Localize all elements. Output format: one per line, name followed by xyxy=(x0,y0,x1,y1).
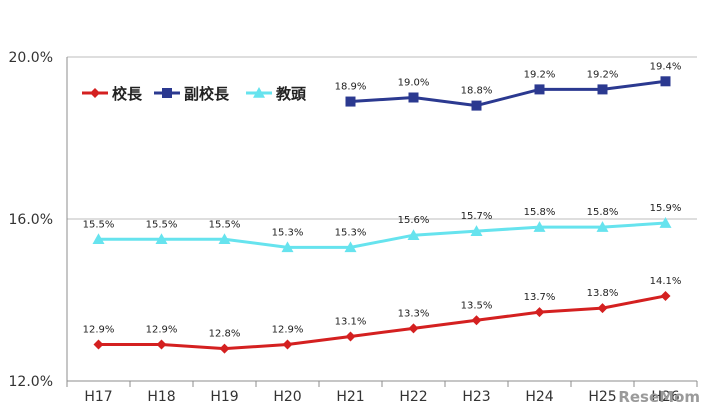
y-tick-label: 20.0% xyxy=(9,50,53,66)
data-label: 19.4% xyxy=(650,61,682,72)
legend-item-2: 教頭 xyxy=(246,85,307,103)
data-point xyxy=(659,217,672,228)
data-point xyxy=(281,241,294,253)
data-point xyxy=(660,290,671,301)
data-label: 13.8% xyxy=(587,288,619,299)
data-point xyxy=(345,331,356,342)
data-point xyxy=(533,221,546,232)
data-label: 12.9% xyxy=(83,325,115,336)
x-axis-ticks: H17 H18 H19 H20 H21 H22 H23 H24 H25 H26 xyxy=(84,389,679,405)
data-label: 15.3% xyxy=(272,227,304,238)
legend-label: 副校長 xyxy=(184,85,230,103)
watermark: ReseMom xyxy=(618,388,700,406)
data-label: 12.9% xyxy=(146,325,178,336)
data-label: 12.9% xyxy=(272,325,304,336)
data-point xyxy=(596,221,609,232)
data-point xyxy=(471,315,482,326)
data-label: 13.3% xyxy=(398,308,430,319)
legend: 校長 副校長 教頭 xyxy=(82,85,307,103)
data-label: 15.6% xyxy=(398,215,430,226)
data-label: 19.0% xyxy=(398,78,430,89)
data-point xyxy=(407,229,420,240)
legend-item-1: 副校長 xyxy=(154,85,230,103)
gridlines xyxy=(67,56,697,220)
data-point xyxy=(660,76,671,87)
series-line xyxy=(350,79,666,108)
data-label: 15.5% xyxy=(146,219,178,230)
data-point xyxy=(282,339,293,350)
axes xyxy=(66,57,698,387)
series: 12.9% 12.9% 12.8% 12.9% 13.1% 13.3% 13.5% 13.7%… xyxy=(83,61,682,354)
legend-marker xyxy=(253,87,265,98)
x-tick-label: H23 xyxy=(462,389,490,405)
x-tick-label: H18 xyxy=(147,389,175,405)
x-tick-label: H20 xyxy=(273,389,301,405)
y-axis-ticks: 12.0% 16.0% 20.0% xyxy=(9,50,53,390)
x-tick-label: H26 xyxy=(651,389,679,405)
legend-marker xyxy=(162,88,172,98)
legend-item-0: 校長 xyxy=(82,85,143,103)
series-line xyxy=(98,221,666,249)
y-tick-label: 16.0% xyxy=(9,212,53,228)
x-tick-label: H22 xyxy=(399,389,427,405)
series-1: 18.9% 19.0% 18.8% 19.2% 19.2% 19.4% xyxy=(335,61,682,111)
data-point xyxy=(156,339,167,350)
series-line xyxy=(98,294,666,351)
data-label: 15.8% xyxy=(587,207,619,218)
series-0: 12.9% 12.9% 12.8% 12.9% 13.1% 13.3% 13.5% 13.7%… xyxy=(83,276,682,354)
data-label: 15.5% xyxy=(209,219,241,230)
data-label: 15.9% xyxy=(650,203,682,214)
data-point xyxy=(218,233,231,245)
data-label: 15.3% xyxy=(335,227,367,238)
data-point xyxy=(219,343,230,354)
data-point xyxy=(471,100,482,111)
legend-label: 校長 xyxy=(112,85,143,103)
data-point xyxy=(408,92,419,103)
data-label: 12.8% xyxy=(209,329,241,340)
legend-label: 教頭 xyxy=(275,85,307,103)
data-label: 13.1% xyxy=(335,316,367,327)
data-point xyxy=(93,339,104,350)
data-label: 15.5% xyxy=(83,219,115,230)
data-label: 18.8% xyxy=(461,86,493,97)
x-tick-label: H21 xyxy=(336,389,364,405)
data-point xyxy=(470,225,483,236)
data-point xyxy=(534,84,545,95)
data-point xyxy=(597,84,608,95)
x-tick-label: H19 xyxy=(210,389,238,405)
data-label: 18.9% xyxy=(335,82,367,93)
data-point xyxy=(534,307,545,318)
data-point xyxy=(155,233,168,245)
y-tick-label: 12.0% xyxy=(9,374,53,390)
data-label: 13.7% xyxy=(524,292,556,303)
data-point xyxy=(408,323,419,334)
data-label: 19.2% xyxy=(524,69,556,80)
x-tick-label: H17 xyxy=(84,389,112,405)
data-label: 15.7% xyxy=(461,211,493,222)
data-point xyxy=(344,241,357,253)
data-point xyxy=(345,96,356,107)
data-point xyxy=(92,233,105,245)
legend-marker xyxy=(90,88,100,98)
x-tick-label: H24 xyxy=(525,389,553,405)
data-label: 19.2% xyxy=(587,69,619,80)
data-label: 15.8% xyxy=(524,207,556,218)
data-label: 14.1% xyxy=(650,276,682,287)
series-2: 15.5% 15.5% 15.5% 15.3% 15.3% 15.6% 15.7% 15.8%… xyxy=(83,203,682,253)
data-label: 13.5% xyxy=(461,300,493,311)
data-point xyxy=(597,303,608,314)
x-tick-label: H25 xyxy=(588,389,616,405)
